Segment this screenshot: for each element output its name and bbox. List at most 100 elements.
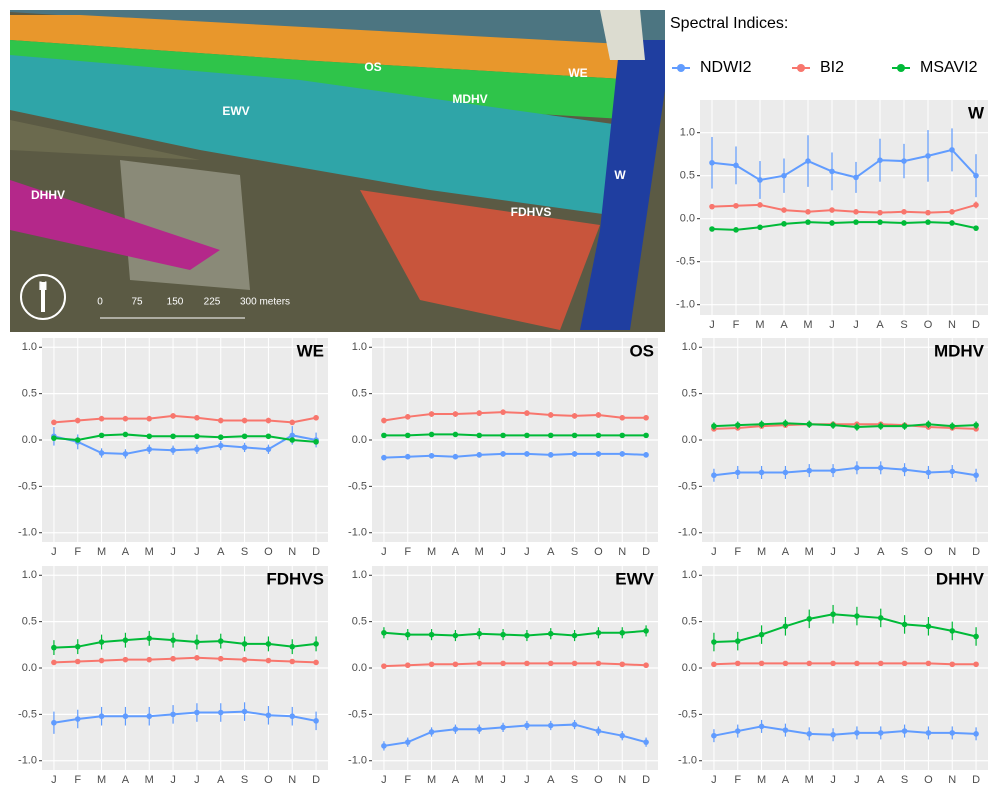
y-tick-label: 0.0 — [682, 434, 697, 446]
point — [759, 632, 765, 638]
point — [973, 173, 979, 179]
point — [925, 153, 931, 159]
point — [242, 418, 248, 424]
point — [476, 661, 482, 667]
x-tick-label: J — [194, 546, 200, 558]
point — [806, 421, 812, 427]
point — [99, 713, 105, 719]
point — [429, 661, 435, 667]
x-tick-label: S — [571, 774, 578, 786]
point — [146, 657, 152, 663]
point — [733, 163, 739, 169]
point — [75, 644, 81, 650]
x-tick-label: J — [524, 546, 530, 558]
x-tick-label: J — [500, 774, 506, 786]
point — [313, 718, 319, 724]
x-tick-label: A — [782, 774, 790, 786]
x-tick-label: J — [170, 774, 176, 786]
point — [711, 472, 717, 478]
point — [643, 739, 649, 745]
x-tick-label: M — [757, 774, 766, 786]
y-tick-label: 1.0 — [352, 341, 367, 353]
y-tick-label: -0.5 — [348, 480, 367, 492]
point — [313, 415, 319, 421]
y-tick-label: -0.5 — [676, 256, 695, 268]
panel-title: W — [968, 103, 985, 122]
point — [829, 207, 835, 213]
x-tick-label: M — [97, 774, 106, 786]
point — [170, 712, 176, 718]
point — [146, 713, 152, 719]
scale-label: 225 — [204, 297, 221, 308]
point — [830, 661, 836, 667]
x-tick-label: D — [972, 319, 980, 331]
y-tick-label: -1.0 — [348, 527, 367, 539]
legend-swatch — [797, 64, 805, 72]
point — [759, 470, 765, 476]
point — [596, 433, 602, 439]
x-tick-label: M — [803, 319, 812, 331]
point — [218, 656, 224, 662]
point — [572, 633, 578, 639]
point — [878, 661, 884, 667]
point — [476, 410, 482, 416]
x-tick-label: D — [642, 774, 650, 786]
point — [735, 661, 741, 667]
x-tick-label: O — [924, 319, 933, 331]
x-tick-label: N — [288, 546, 296, 558]
point — [973, 202, 979, 208]
x-tick-label: M — [145, 774, 154, 786]
x-tick-label: A — [547, 546, 555, 558]
legend-title: Spectral Indices: — [670, 15, 788, 32]
point — [123, 451, 129, 457]
panel-title: FDHVS — [266, 569, 324, 588]
point — [949, 147, 955, 153]
y-tick-label: -1.0 — [348, 755, 367, 767]
point — [548, 412, 554, 418]
x-tick-label: S — [901, 546, 908, 558]
north-label: N — [39, 279, 48, 293]
point — [146, 433, 152, 439]
point — [853, 219, 859, 225]
y-tick-label: 0.0 — [680, 213, 695, 225]
point — [783, 727, 789, 733]
point — [429, 632, 435, 638]
point — [854, 613, 860, 619]
x-tick-label: F — [74, 546, 81, 558]
point — [500, 725, 506, 731]
y-tick-label: 0.5 — [352, 388, 367, 400]
point — [902, 423, 908, 429]
x-tick-label: J — [381, 774, 387, 786]
point — [877, 219, 883, 225]
point — [783, 421, 789, 427]
point — [830, 422, 836, 428]
point — [500, 451, 506, 457]
point — [289, 713, 295, 719]
point — [218, 418, 224, 424]
point — [123, 657, 129, 663]
point — [973, 634, 979, 640]
x-tick-label: J — [709, 319, 715, 331]
x-tick-label: J — [711, 774, 717, 786]
x-tick-label: F — [404, 774, 411, 786]
point — [901, 209, 907, 215]
y-tick-label: 0.0 — [352, 662, 367, 674]
point — [830, 611, 836, 617]
y-tick-label: -1.0 — [676, 299, 695, 311]
point — [759, 724, 765, 730]
point — [194, 415, 200, 421]
point — [266, 433, 272, 439]
x-tick-label: F — [404, 546, 411, 558]
legend-swatch — [677, 64, 685, 72]
point — [805, 219, 811, 225]
point — [51, 720, 57, 726]
point — [711, 639, 717, 645]
point — [524, 723, 530, 729]
point — [878, 465, 884, 471]
point — [289, 659, 295, 665]
panel-title: DHHV — [936, 569, 985, 588]
x-tick-label: O — [264, 774, 273, 786]
point — [218, 638, 224, 644]
point — [99, 416, 105, 422]
x-tick-label: O — [594, 546, 603, 558]
